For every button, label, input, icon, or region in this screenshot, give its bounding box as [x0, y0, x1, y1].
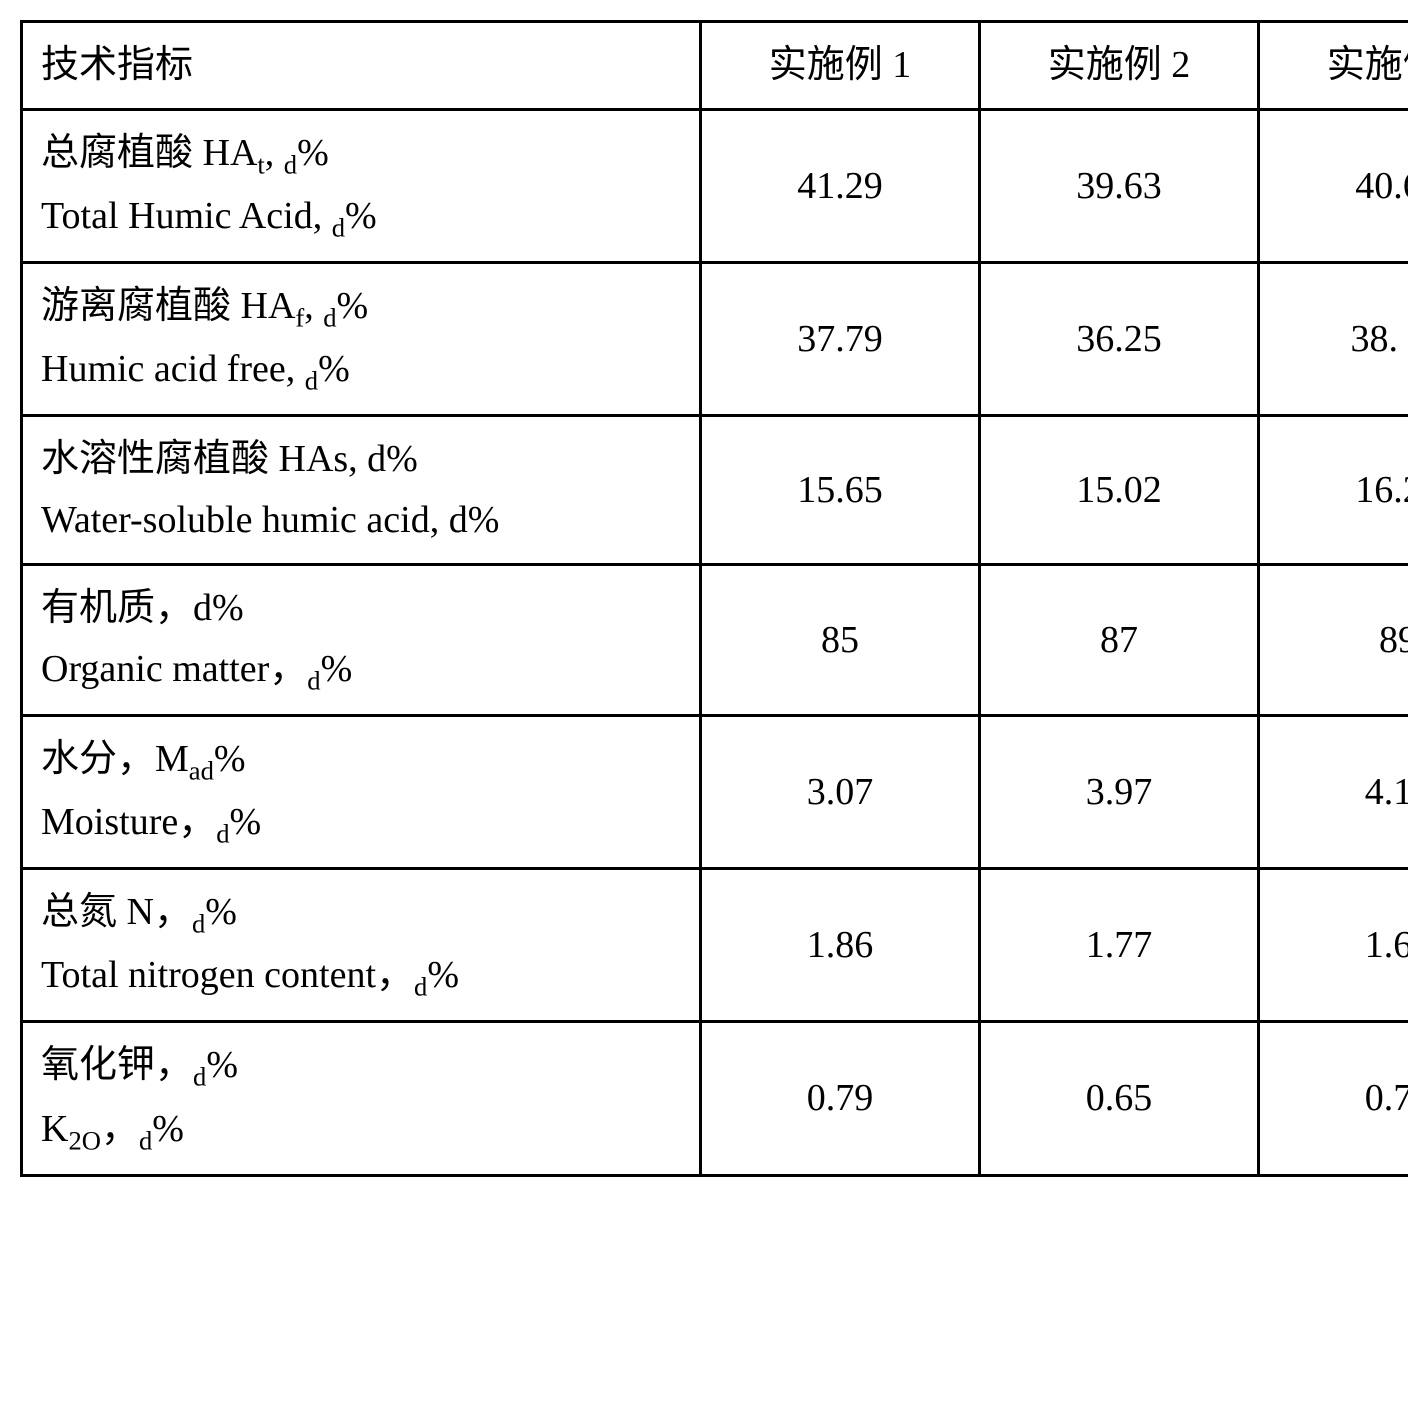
- row-label: 总腐植酸 HAt, d% Total Humic Acid, d%: [22, 109, 701, 262]
- cell-value: 0.65: [980, 1022, 1259, 1175]
- cell-value: 41.29: [701, 109, 980, 262]
- row-label-en: Humic acid free, d%: [41, 339, 681, 402]
- table-header-row: 技术指标 实施例 1 实施例 2 实施例 3: [22, 22, 1408, 110]
- table-row: 总氮 N，d% Total nitrogen content，d% 1.86 1…: [22, 869, 1408, 1022]
- row-label-cn: 水分，Mad%: [41, 729, 681, 792]
- col-header-ex2: 实施例 2: [980, 22, 1259, 110]
- col-header-ex3: 实施例 3: [1259, 22, 1408, 110]
- row-label: 游离腐植酸 HAf, d% Humic acid free, d%: [22, 263, 701, 416]
- table-row: 氧化钾，d% K2O，d% 0.79 0.65 0.73: [22, 1022, 1408, 1175]
- table-row: 水溶性腐植酸 HAs, d% Water-soluble humic acid,…: [22, 416, 1408, 565]
- row-label-en: Moisture，d%: [41, 792, 681, 855]
- row-label-en: K2O，d%: [41, 1099, 681, 1162]
- cell-value: 1.77: [980, 869, 1259, 1022]
- row-label-cn: 总腐植酸 HAt, d%: [41, 123, 681, 186]
- row-label-cn: 水溶性腐植酸 HAs, d%: [41, 429, 681, 490]
- row-label-en: Water-soluble humic acid, d%: [41, 490, 681, 551]
- cell-value: 38. 56: [1259, 263, 1408, 416]
- cell-value: 0.79: [701, 1022, 980, 1175]
- cell-value: 15.02: [980, 416, 1259, 565]
- cell-value: 0.73: [1259, 1022, 1408, 1175]
- cell-value: 3.07: [701, 715, 980, 868]
- cell-value: 87: [980, 564, 1259, 715]
- cell-value: 40.68: [1259, 109, 1408, 262]
- row-label-cn: 氧化钾，d%: [41, 1035, 681, 1098]
- cell-value: 89: [1259, 564, 1408, 715]
- row-label: 水溶性腐植酸 HAs, d% Water-soluble humic acid,…: [22, 416, 701, 565]
- row-label-cn: 有机质，d%: [41, 578, 681, 639]
- row-label-en: Organic matter，d%: [41, 639, 681, 702]
- cell-value: 4.18: [1259, 715, 1408, 868]
- cell-value: 1.65: [1259, 869, 1408, 1022]
- cell-value: 85: [701, 564, 980, 715]
- data-table: 技术指标 实施例 1 实施例 2 实施例 3 总腐植酸 HAt, d% Tota…: [20, 20, 1408, 1177]
- cell-value: 39.63: [980, 109, 1259, 262]
- cell-value: 1.86: [701, 869, 980, 1022]
- table-row: 游离腐植酸 HAf, d% Humic acid free, d% 37.79 …: [22, 263, 1408, 416]
- row-label-en: Total Humic Acid, d%: [41, 186, 681, 249]
- cell-value: 15.65: [701, 416, 980, 565]
- row-label-cn: 游离腐植酸 HAf, d%: [41, 276, 681, 339]
- col-header-ex1: 实施例 1: [701, 22, 980, 110]
- row-label-en: Total nitrogen content，d%: [41, 945, 681, 1008]
- cell-value: 16.20: [1259, 416, 1408, 565]
- row-label: 氧化钾，d% K2O，d%: [22, 1022, 701, 1175]
- col-header-label: 技术指标: [22, 22, 701, 110]
- row-label: 水分，Mad% Moisture，d%: [22, 715, 701, 868]
- table-row: 水分，Mad% Moisture，d% 3.07 3.97 4.18: [22, 715, 1408, 868]
- row-label-cn: 总氮 N，d%: [41, 882, 681, 945]
- row-label: 总氮 N，d% Total nitrogen content，d%: [22, 869, 701, 1022]
- table-row: 有机质，d% Organic matter，d% 85 87 89: [22, 564, 1408, 715]
- cell-value: 37.79: [701, 263, 980, 416]
- table-row: 总腐植酸 HAt, d% Total Humic Acid, d% 41.29 …: [22, 109, 1408, 262]
- cell-value: 3.97: [980, 715, 1259, 868]
- cell-value: 36.25: [980, 263, 1259, 416]
- row-label: 有机质，d% Organic matter，d%: [22, 564, 701, 715]
